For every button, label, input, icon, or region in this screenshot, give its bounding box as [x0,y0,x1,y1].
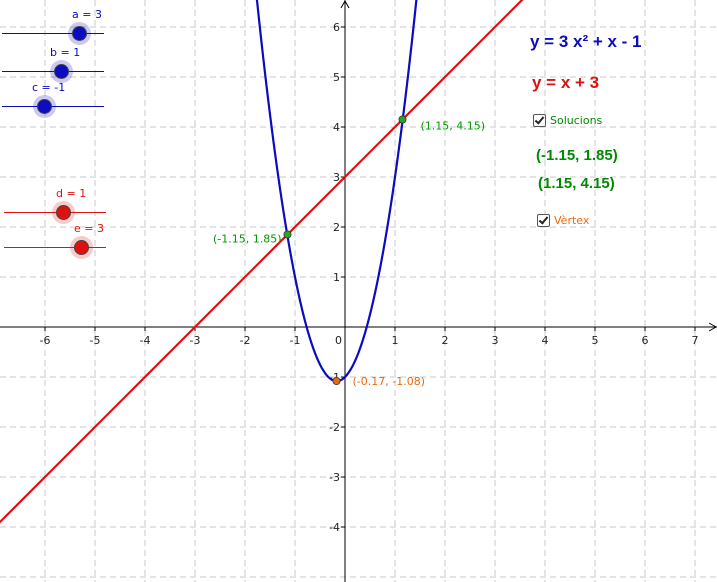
x-tick-label: -1 [290,334,301,347]
y-tick-label: 6 [333,21,340,34]
line-equation: y = x + 3 [532,73,600,92]
parabola-equation: y = 3 x² + x - 1 [530,32,642,51]
intersection-point-left [283,230,292,239]
vertex-point [332,376,341,385]
intersection-point-right [398,115,407,124]
slider-e-knob[interactable] [74,240,89,255]
solutions-checkbox[interactable]: Solucions [533,114,602,127]
slider-c-track[interactable] [2,106,104,107]
slider-b-label: b = 1 [50,46,81,59]
slider-b[interactable]: b = 1 [2,46,104,83]
y-axis-arrow-icon [340,0,350,9]
slider-a-label: a = 3 [72,8,102,21]
y-tick-label: -3 [329,471,340,484]
y-tick-label: 4 [333,121,340,134]
y-tick-label: -1 [329,371,340,384]
y-tick-label: 3 [333,171,340,184]
solution-1: (-1.15, 1.85) [536,147,618,164]
slider-a-track[interactable] [2,33,104,34]
y-tick-label: 2 [333,221,340,234]
x-tick-label: 1 [392,334,399,347]
slider-b-track[interactable] [2,71,104,72]
y-tick-label: -4 [329,521,340,534]
x-axis-arrow-icon [708,322,717,332]
slider-e-track[interactable] [4,247,106,248]
checkbox-checked-icon[interactable] [533,114,546,127]
slider-c-knob[interactable] [37,99,52,114]
vertex-checkbox[interactable]: Vèrtex [537,214,589,227]
slider-c-label: c = -1 [32,81,66,94]
solutions-checkbox-label: Solucions [550,114,603,127]
intersection-label-right: (1.15, 4.15) [421,120,486,133]
slider-e[interactable]: e = 3 [4,222,106,259]
slider-d-track[interactable] [4,212,106,213]
x-tick-label: -6 [40,334,51,347]
solution-2: (1.15, 4.15) [538,175,615,192]
slider-d-label: d = 1 [56,187,87,200]
x-tick-label: -3 [190,334,201,347]
slider-c[interactable]: c = -1 [2,81,104,118]
x-tick-label: -5 [90,334,101,347]
slider-d-knob[interactable] [56,205,71,220]
vertex-label: (-0.17, -1.08) [353,375,426,388]
x-tick-label: 0 [335,334,342,347]
line-graph [0,0,524,524]
x-tick-label: 7 [692,334,699,347]
slider-a[interactable]: a = 3 [2,8,104,45]
y-tick-label: 5 [333,71,340,84]
x-tick-label: 2 [442,334,449,347]
x-tick-label: -4 [140,334,151,347]
x-tick-label: 3 [492,334,499,347]
x-tick-label: -2 [240,334,251,347]
x-tick-label: 4 [542,334,549,347]
slider-d[interactable]: d = 1 [4,187,106,224]
y-tick-label: -2 [329,421,340,434]
vertex-checkbox-label: Vèrtex [554,214,590,227]
slider-a-knob[interactable] [72,26,87,41]
slider-e-label: e = 3 [74,222,104,235]
x-tick-label: 5 [592,334,599,347]
intersection-label-left: (-1.15, 1.85) [213,233,282,246]
y-tick-label: 1 [333,271,340,284]
checkbox-checked-icon[interactable] [537,214,550,227]
slider-b-knob[interactable] [54,64,69,79]
x-tick-label: 6 [642,334,649,347]
